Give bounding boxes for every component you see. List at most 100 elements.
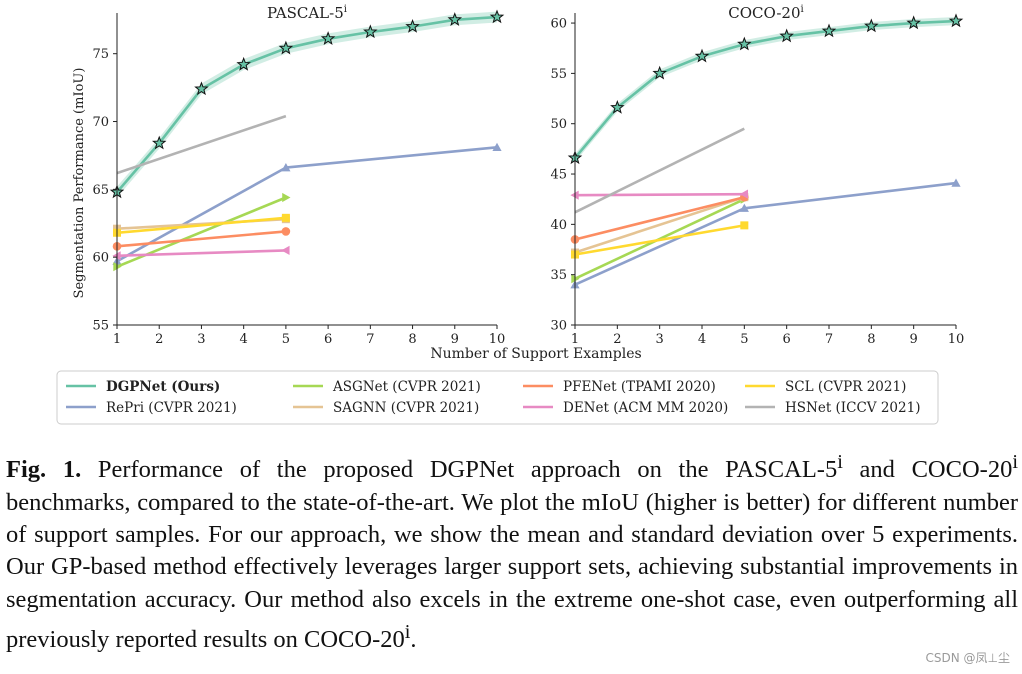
data-point — [740, 221, 749, 230]
y-tick-label: 50 — [550, 117, 567, 132]
legend: DGPNet (Ours) RePri (CVPR 2021) ASGNet (CV… — [56, 370, 939, 425]
series-line — [574, 127, 745, 214]
caption-sup: i — [837, 451, 843, 473]
caption-text: Performance of the proposed DGPNet appro… — [81, 456, 838, 484]
x-tick-label: 3 — [197, 332, 205, 347]
series-scl — [571, 221, 749, 259]
series-line — [574, 224, 745, 256]
x-tick-label: 2 — [155, 332, 163, 347]
x-tick-label: 4 — [698, 332, 706, 347]
legend-label: DGPNet (Ours) — [106, 379, 220, 395]
legend-label: HSNet (ICCV 2021) — [785, 400, 920, 416]
data-point — [739, 189, 749, 199]
legend-entry-sagnn: SAGNN (CVPR 2021) — [293, 400, 479, 416]
data-point — [320, 31, 336, 45]
data-point — [281, 163, 291, 172]
data-point — [194, 81, 209, 96]
legend-label: DENet (ACM MM 2020) — [563, 400, 728, 416]
series-line — [574, 195, 745, 241]
data-point — [864, 18, 879, 33]
legend-label: RePri (CVPR 2021) — [106, 400, 237, 416]
legend-entry-denet: DENet (ACM MM 2020) — [523, 400, 728, 416]
legend-label: ASGNet (CVPR 2021) — [332, 379, 481, 395]
caption-text: and COCO-20 — [842, 456, 1013, 484]
x-tick-label: 9 — [910, 332, 918, 347]
data-point — [610, 99, 625, 114]
data-point — [282, 192, 291, 203]
data-point — [951, 178, 961, 187]
x-tick-label: 6 — [324, 332, 332, 347]
data-point — [694, 48, 710, 63]
x-tick-label: 2 — [613, 332, 621, 347]
x-tick-label: 6 — [783, 332, 791, 347]
series-denet — [570, 189, 749, 200]
x-tick-label: 10 — [489, 332, 506, 347]
series-line — [116, 114, 287, 175]
std-band — [575, 17, 956, 162]
plot-title-sup: i — [344, 4, 347, 15]
plot-title: COCO-20i — [728, 4, 803, 22]
data-point — [405, 18, 420, 33]
data-point — [652, 65, 667, 80]
legend-entry-dgpnet: DGPNet (Ours) — [66, 379, 220, 395]
y-tick-label: 60 — [92, 251, 109, 266]
legend-label: SCL (CVPR 2021) — [785, 379, 906, 395]
x-axis-label: Number of Support Examples — [430, 346, 641, 362]
caption-sup: i — [1012, 451, 1018, 473]
y-tick-label: 35 — [550, 268, 567, 283]
data-point — [151, 135, 167, 150]
x-tick-label: 7 — [825, 332, 833, 347]
legend-entry-pfenet: PFENet (TPAMI 2020) — [523, 379, 716, 395]
data-point — [236, 56, 251, 71]
legend-label: PFENet (TPAMI 2020) — [563, 379, 716, 395]
y-axis-label: Segmentation Performance (mIoU) — [72, 68, 87, 299]
series-line — [116, 249, 286, 258]
y-tick-label: 55 — [92, 319, 109, 334]
caption-label: Fig. 1. — [6, 456, 82, 484]
pascal-plot: PASCAL-5i 55 60 65 70 75 1 2 3 4 5 6 7 8 9 10 Segmentati… — [72, 4, 505, 347]
x-tick-label: 5 — [740, 332, 748, 347]
data-point — [447, 12, 463, 26]
legend-frame — [56, 370, 939, 425]
plot-title: PASCAL-5i — [267, 4, 347, 22]
figure-caption: Fig. 1. Performance of the proposed DGPN… — [6, 446, 1018, 657]
series-hsnet — [574, 127, 745, 214]
plot-title-sup: i — [801, 4, 804, 15]
x-tick-label: 1 — [571, 332, 579, 347]
series-line — [116, 196, 287, 268]
series-hsnet — [116, 114, 287, 175]
data-point — [278, 40, 294, 55]
series-line — [574, 19, 957, 159]
y-tick-label: 60 — [550, 17, 567, 32]
y-tick-label: 75 — [92, 47, 109, 62]
data-point — [281, 245, 290, 255]
data-point — [779, 28, 794, 43]
x-tick-label: 4 — [240, 332, 248, 347]
caption-text: benchmarks, compared to the state-of-the… — [6, 488, 1018, 654]
series-line — [574, 192, 745, 197]
x-tick-label: 8 — [408, 332, 416, 347]
y-tick-label: 45 — [550, 168, 567, 183]
legend-entry-scl: SCL (CVPR 2021) — [745, 379, 906, 395]
y-tick-label: 30 — [550, 319, 567, 334]
x-tick-label: 1 — [113, 332, 121, 347]
data-point — [281, 213, 290, 222]
caption-sup: i — [404, 621, 411, 644]
data-point — [737, 36, 752, 51]
legend-entry-asgnet: ASGNet (CVPR 2021) — [293, 379, 481, 395]
series-line — [116, 216, 287, 235]
legend-entry-repri: RePri (CVPR 2021) — [66, 400, 237, 416]
data-point — [492, 142, 502, 151]
series-line — [116, 230, 287, 248]
series-dgpnet — [567, 13, 964, 165]
series-line — [116, 15, 498, 193]
y-tick-label: 55 — [550, 67, 567, 82]
y-tick-label: 65 — [92, 183, 109, 198]
y-tick-label: 40 — [550, 218, 567, 233]
data-point — [821, 23, 837, 38]
legend-label: SAGNN (CVPR 2021) — [333, 400, 479, 416]
series-line — [574, 195, 745, 254]
legend-entry-hsnet: HSNet (ICCV 2021) — [745, 400, 920, 416]
x-tick-label: 8 — [867, 332, 875, 347]
